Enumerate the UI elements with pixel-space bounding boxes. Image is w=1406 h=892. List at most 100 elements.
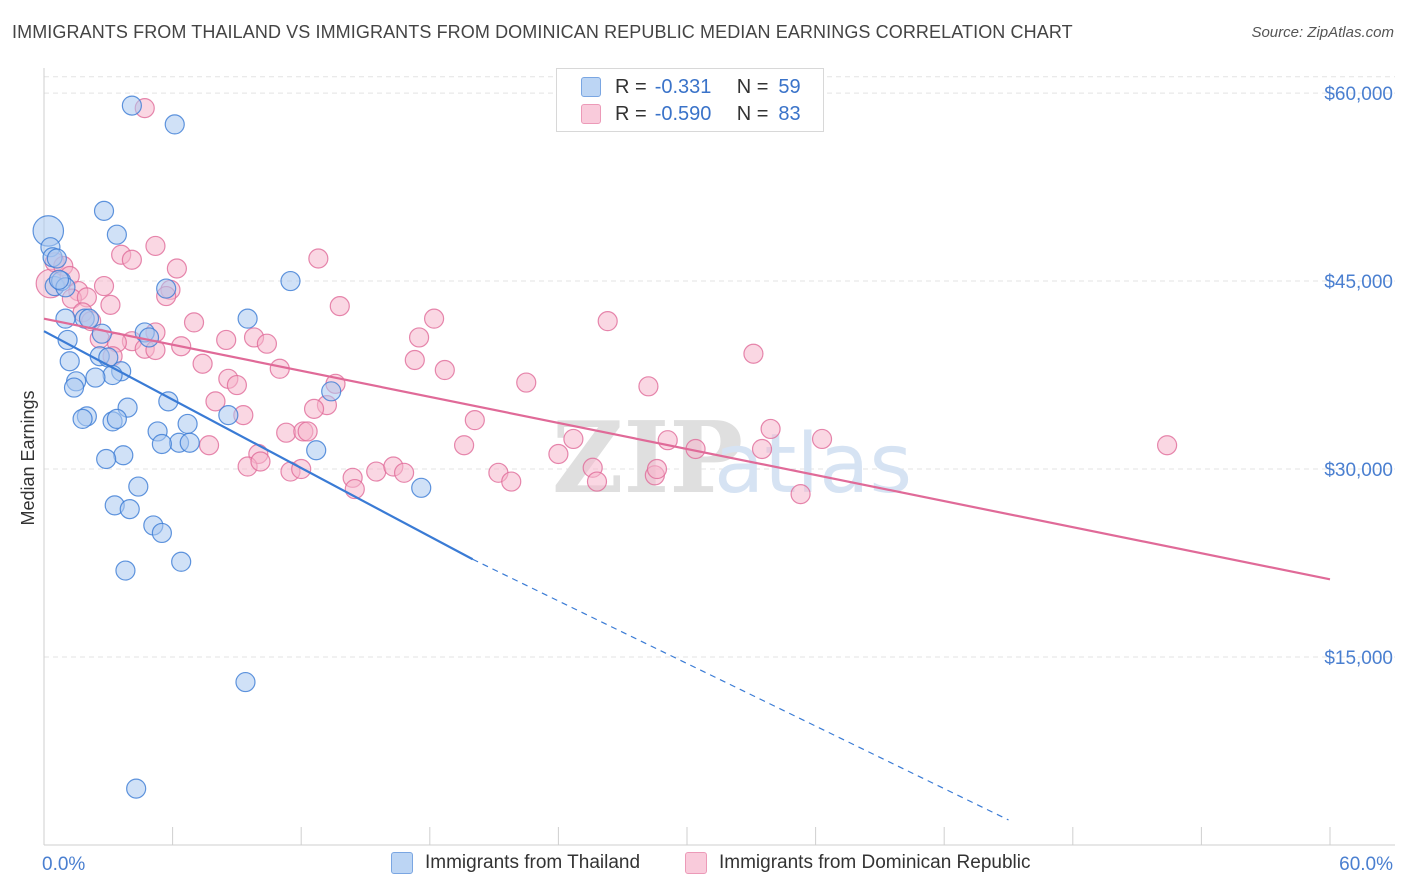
x-tick-label: 0.0%	[42, 854, 85, 875]
point-thailand[interactable]	[121, 95, 142, 116]
point-thailand[interactable]	[48, 269, 70, 290]
point-dominican[interactable]	[423, 308, 445, 329]
point-dominican[interactable]	[563, 428, 584, 450]
legend-swatch-dominican	[581, 104, 601, 124]
legend-item-thailand[interactable]: Immigrants from Thailand	[391, 852, 640, 874]
legend-row-dominican: R = -0.590 N = 83	[581, 102, 801, 126]
point-dominican[interactable]	[751, 438, 773, 460]
point-thailand[interactable]	[115, 560, 136, 581]
point-dominican[interactable]	[597, 311, 618, 332]
chart-title: IMMIGRANTS FROM THAILAND VS IMMIGRANTS F…	[12, 22, 1073, 42]
point-thailand[interactable]	[138, 327, 160, 348]
point-thailand[interactable]	[171, 551, 192, 572]
point-thailand[interactable]	[237, 308, 258, 329]
point-thailand[interactable]	[85, 367, 106, 388]
point-dominican[interactable]	[434, 359, 455, 381]
legend-n-value: 83	[778, 102, 801, 125]
watermark-atlas: atlas	[714, 417, 912, 512]
point-thailand[interactable]	[235, 671, 256, 693]
point-thailand[interactable]	[119, 499, 140, 520]
point-dominican[interactable]	[638, 376, 659, 397]
point-thailand[interactable]	[93, 200, 115, 221]
point-thailand[interactable]	[106, 224, 127, 245]
point-dominican[interactable]	[329, 296, 350, 317]
point-thailand[interactable]	[96, 448, 117, 470]
point-dominican[interactable]	[1157, 435, 1178, 456]
point-dominican[interactable]	[516, 372, 537, 393]
point-dominican[interactable]	[408, 327, 430, 348]
watermark-zip: ZIP	[552, 401, 743, 516]
point-thailand[interactable]	[72, 408, 93, 430]
trend-line-thailand-extension	[472, 558, 1009, 821]
point-dominican[interactable]	[760, 418, 781, 440]
legend-swatch-thailand	[581, 77, 601, 97]
legend-r-value: -0.590	[654, 102, 712, 125]
point-thailand[interactable]	[46, 248, 67, 269]
point-dominican[interactable]	[811, 428, 833, 450]
point-dominican[interactable]	[404, 349, 425, 371]
legend-swatch-thailand	[391, 852, 413, 874]
source-label: Source: ZipAtlas.com	[1251, 24, 1394, 41]
point-thailand[interactable]	[126, 778, 147, 799]
point-dominican[interactable]	[646, 458, 668, 480]
tick-labels: $15,000 $30,000 $45,000 $60,000 0.0% 60.0%	[42, 84, 1393, 875]
point-dominican[interactable]	[166, 258, 187, 279]
point-thailand[interactable]	[164, 114, 185, 135]
point-dominican[interactable]	[393, 462, 415, 483]
point-thailand[interactable]	[151, 522, 172, 544]
legend-label-thailand: Immigrants from Thailand	[425, 852, 641, 873]
point-dominican[interactable]	[790, 483, 811, 505]
point-thailand[interactable]	[106, 408, 127, 430]
point-thailand[interactable]	[411, 477, 432, 498]
point-thailand[interactable]	[306, 440, 327, 461]
point-dominican[interactable]	[276, 422, 297, 443]
point-dominican[interactable]	[308, 248, 329, 269]
point-dominican[interactable]	[366, 461, 387, 482]
point-dominican[interactable]	[183, 312, 205, 333]
point-dominican[interactable]	[192, 353, 213, 374]
series-dominican-points	[35, 98, 1178, 505]
point-thailand[interactable]	[57, 329, 78, 351]
point-dominican[interactable]	[226, 374, 247, 396]
point-dominican[interactable]	[100, 294, 121, 315]
point-thailand[interactable]	[78, 308, 100, 329]
point-dominican[interactable]	[303, 398, 325, 419]
point-thailand[interactable]	[91, 323, 112, 344]
legend-row-thailand: R = -0.331 N = 59	[581, 75, 801, 99]
point-thailand[interactable]	[156, 278, 177, 299]
point-thailand[interactable]	[321, 381, 342, 402]
point-dominican[interactable]	[216, 329, 237, 351]
legend-r-label: R =	[615, 102, 647, 125]
point-dominican[interactable]	[548, 443, 569, 465]
trend-line-dominican	[43, 317, 1331, 581]
point-dominican[interactable]	[453, 435, 475, 456]
point-dominican[interactable]	[121, 249, 142, 270]
point-dominican[interactable]	[501, 471, 522, 492]
y-axis-label: Median Earnings	[18, 390, 38, 525]
legend-item-dominican[interactable]: Immigrants from Dominican Republic	[685, 852, 1031, 874]
point-thailand[interactable]	[151, 433, 172, 455]
series-thailand-points	[32, 95, 432, 799]
trend-line-thailand	[43, 330, 474, 561]
point-dominican[interactable]	[297, 421, 318, 442]
point-thailand[interactable]	[128, 476, 149, 497]
point-dominican[interactable]	[256, 333, 278, 354]
point-dominican[interactable]	[198, 435, 220, 456]
y-tick-label: $45,000	[1324, 272, 1393, 293]
point-thailand[interactable]	[218, 405, 239, 426]
point-dominican[interactable]	[586, 471, 608, 492]
point-dominican[interactable]	[743, 343, 764, 364]
point-thailand[interactable]	[179, 432, 200, 453]
point-dominican[interactable]	[464, 410, 485, 431]
point-dominican[interactable]	[145, 235, 166, 257]
point-dominican[interactable]	[250, 451, 271, 472]
point-thailand[interactable]	[280, 270, 301, 292]
point-thailand[interactable]	[113, 445, 134, 466]
point-thailand[interactable]	[177, 413, 198, 435]
point-thailand[interactable]	[63, 377, 85, 398]
series-legend: Immigrants from Thailand Immigrants from…	[0, 852, 1406, 878]
y-tick-label: $30,000	[1324, 460, 1393, 481]
point-thailand[interactable]	[59, 351, 80, 372]
point-dominican[interactable]	[205, 391, 226, 412]
point-dominican[interactable]	[93, 275, 115, 297]
